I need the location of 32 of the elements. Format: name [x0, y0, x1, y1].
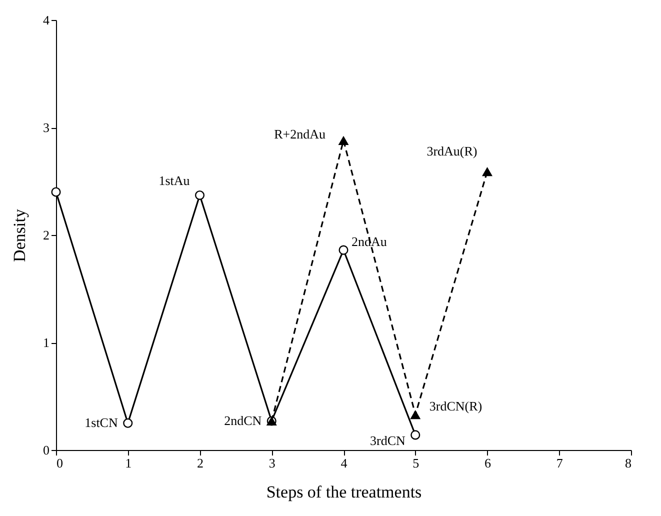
x-tick-label: 0 [56, 456, 63, 470]
annotation: 2ndCN [224, 412, 262, 428]
point [194, 190, 205, 200]
annotation: 3rdAu(R) [426, 144, 478, 159]
annotation: R+2ndAu [274, 126, 326, 142]
annotation: 1stCN [84, 415, 118, 430]
annotation: 3rdCN(R) [429, 398, 482, 414]
x-tick-label: 2 [197, 456, 204, 470]
annotation: 3rdCN [370, 432, 406, 448]
point [123, 418, 133, 428]
annotation: 2ndAu [352, 234, 388, 250]
x-tick-label: 7 [556, 456, 564, 470]
y-tick-label: 1 [43, 335, 50, 350]
annotation: 1stAu [158, 173, 190, 188]
point [410, 430, 420, 440]
x-tick-label: 8 [625, 456, 632, 470]
point [482, 167, 492, 176]
point [338, 136, 349, 145]
x-tick-label: 6 [484, 456, 492, 470]
x-tick-label: 5 [412, 456, 420, 470]
x-tick-label: 3 [268, 456, 276, 470]
x-tick-label: 4 [340, 456, 348, 470]
point [410, 410, 421, 420]
point [51, 187, 61, 197]
x-tick-label: 1 [125, 456, 132, 470]
x-axis-title: Steps of the treatments [266, 482, 422, 502]
y-tick-label: 0 [43, 442, 50, 458]
y-tick-label: 3 [43, 120, 50, 135]
point [338, 245, 348, 255]
y-axis-title: Density [10, 208, 29, 262]
y-tick-label: 2 [43, 228, 50, 242]
y-tick-label: 4 [43, 12, 50, 28]
